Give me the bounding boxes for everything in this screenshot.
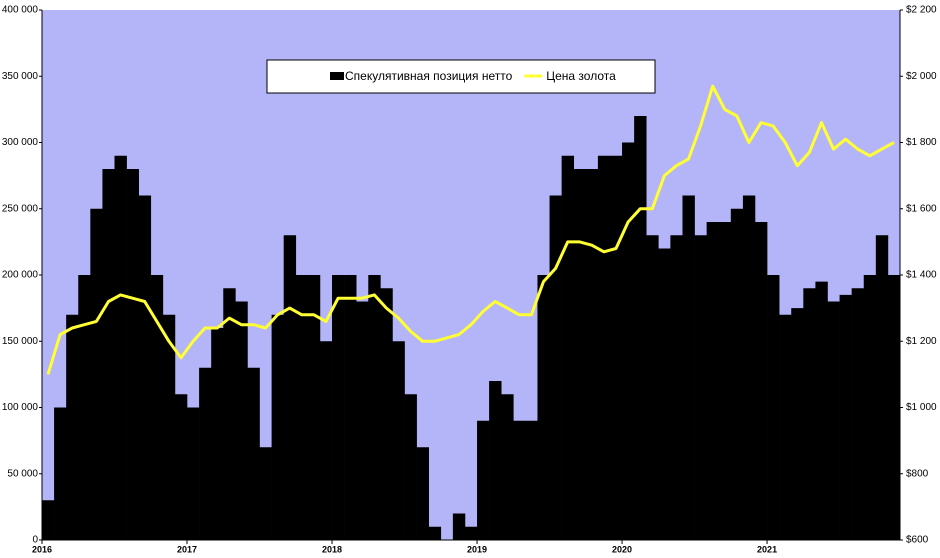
y2-tick-label: $600 — [906, 535, 929, 546]
y-tick-label: 400 000 — [2, 5, 39, 16]
bar — [694, 235, 707, 540]
bar — [90, 208, 103, 540]
y2-tick-label: $2 000 — [906, 71, 937, 82]
y-tick-label: 200 000 — [2, 270, 39, 281]
bar — [767, 275, 780, 540]
bar — [477, 420, 490, 540]
bar — [187, 407, 200, 540]
bar — [42, 500, 55, 540]
bar — [839, 294, 852, 540]
y-tick-label: 150 000 — [2, 336, 39, 347]
y2-tick-label: $800 — [906, 468, 929, 479]
bar — [525, 420, 538, 540]
bar — [452, 513, 466, 540]
y-tick-label: 100 000 — [2, 402, 39, 413]
bar — [513, 420, 526, 540]
bar — [271, 314, 284, 540]
bar — [380, 288, 393, 540]
bar — [658, 248, 671, 540]
bar — [295, 275, 309, 540]
legend-label: Спекулятивная позиция нетто — [345, 69, 513, 83]
bar — [670, 235, 683, 540]
y2-tick-label: $1 200 — [906, 336, 937, 347]
line — [46, 84, 895, 375]
y-tick-label: 0 — [32, 535, 38, 546]
bar — [235, 301, 248, 540]
x-tick-label: 2018 — [322, 544, 342, 554]
bar — [356, 301, 369, 540]
bar — [634, 116, 647, 540]
y2-tick-label: $1 600 — [906, 203, 937, 214]
y-tick-label: 350 000 — [2, 71, 39, 82]
bar — [126, 169, 139, 540]
x-tick-label: 2020 — [612, 544, 632, 554]
bar — [597, 155, 611, 540]
bar — [162, 314, 176, 540]
x-tick-label: 2019 — [467, 544, 487, 554]
bar — [138, 195, 152, 540]
y2-tick-label: $1 000 — [906, 402, 937, 413]
bar — [815, 281, 828, 540]
bar — [851, 288, 865, 540]
bar — [573, 169, 587, 540]
bar — [332, 275, 345, 540]
bar — [174, 394, 188, 540]
y2-tick-label: $2 200 — [906, 5, 937, 16]
bar — [682, 195, 695, 540]
bar — [622, 142, 635, 540]
bar — [114, 155, 127, 540]
bar — [887, 275, 901, 540]
bar — [392, 341, 405, 540]
bar — [344, 275, 357, 540]
y-tick-label: 300 000 — [2, 137, 39, 148]
bar — [259, 447, 272, 540]
legend-label: Цена золота — [546, 69, 616, 83]
bar — [561, 155, 575, 540]
x-tick-label: 2016 — [32, 544, 52, 554]
bar — [791, 308, 804, 540]
bar — [646, 235, 659, 540]
bar — [863, 275, 877, 540]
y2-tick-label: $1 800 — [906, 137, 937, 148]
bar — [489, 381, 502, 540]
bar — [78, 275, 91, 540]
bar — [742, 195, 756, 540]
bar — [585, 169, 599, 540]
bar — [416, 447, 430, 540]
bar — [464, 526, 478, 540]
bar — [609, 155, 623, 540]
bar — [730, 208, 744, 540]
bar — [199, 367, 212, 540]
bar — [537, 275, 550, 540]
bar — [501, 394, 514, 540]
x-tick-label: 2017 — [177, 544, 197, 554]
y-tick-label: 50 000 — [7, 468, 38, 479]
bar — [54, 407, 67, 540]
bar — [779, 314, 792, 540]
bar — [827, 301, 840, 540]
legend-swatch — [330, 72, 344, 80]
bar — [102, 169, 115, 540]
x-tick-label: 2021 — [757, 544, 777, 554]
bar — [549, 195, 562, 540]
bar — [718, 222, 732, 540]
bar — [754, 222, 768, 540]
bar — [319, 341, 333, 540]
bar — [66, 314, 79, 540]
bar — [875, 235, 889, 540]
bar — [404, 394, 417, 540]
bar — [307, 275, 321, 540]
bar — [150, 275, 164, 540]
bar — [428, 526, 442, 540]
bar — [803, 288, 816, 540]
bar — [368, 275, 381, 540]
bar — [283, 235, 297, 540]
bar — [247, 367, 260, 540]
y2-tick-label: $1 400 — [906, 270, 937, 281]
y-tick-label: 250 000 — [2, 203, 39, 214]
bar — [211, 328, 224, 540]
bar — [706, 222, 720, 540]
bar — [223, 288, 236, 540]
